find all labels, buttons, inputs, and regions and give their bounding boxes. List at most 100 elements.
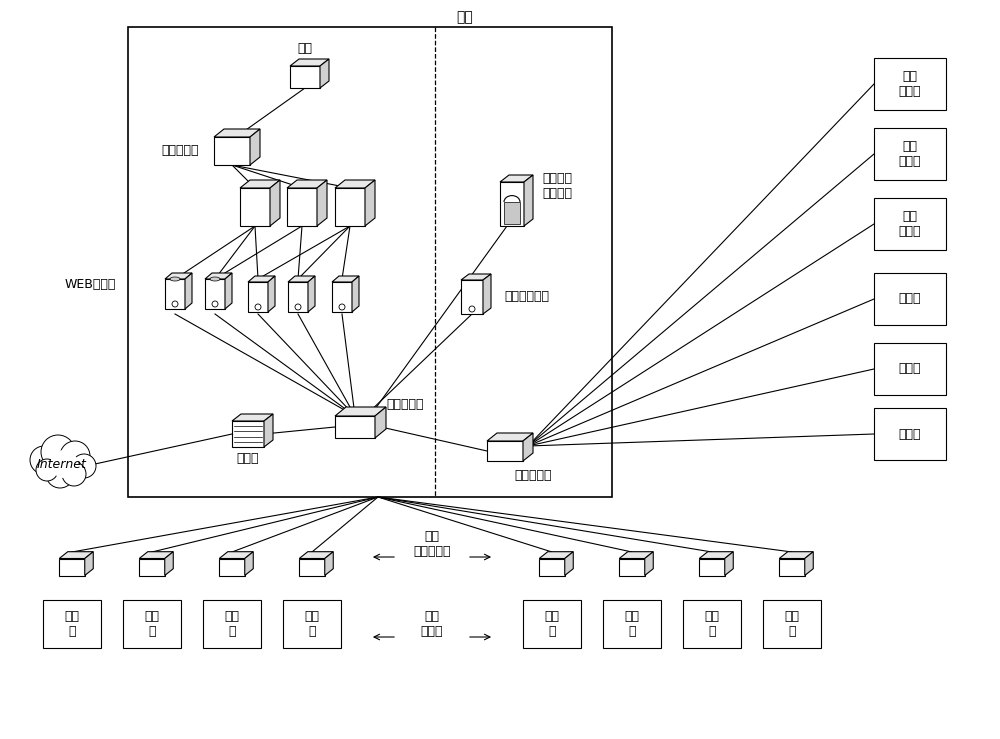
Text: 评标
室: 评标 室 <box>704 610 720 638</box>
Polygon shape <box>619 559 645 576</box>
Ellipse shape <box>210 277 220 281</box>
FancyBboxPatch shape <box>763 600 821 648</box>
Polygon shape <box>287 188 317 226</box>
Text: 数据库服务器: 数据库服务器 <box>505 290 550 304</box>
Text: 评标
室: 评标 室 <box>304 610 320 638</box>
Polygon shape <box>290 66 320 88</box>
Circle shape <box>60 441 90 471</box>
Polygon shape <box>250 129 260 165</box>
Polygon shape <box>290 59 329 66</box>
Polygon shape <box>352 276 359 312</box>
Text: 远程
评标室: 远程 评标室 <box>899 210 921 238</box>
Polygon shape <box>725 552 733 576</box>
Text: 储存交换机: 储存交换机 <box>161 145 199 157</box>
Circle shape <box>36 459 58 481</box>
Text: 核心交换机: 核心交换机 <box>386 398 424 412</box>
Polygon shape <box>270 180 280 226</box>
Circle shape <box>41 435 75 469</box>
Circle shape <box>30 446 58 474</box>
Text: 评标
室: 评标 室 <box>224 610 239 638</box>
Polygon shape <box>214 129 260 137</box>
Polygon shape <box>288 276 315 282</box>
FancyBboxPatch shape <box>43 600 101 648</box>
Polygon shape <box>232 414 273 421</box>
FancyBboxPatch shape <box>603 600 661 648</box>
Polygon shape <box>619 552 653 559</box>
Polygon shape <box>565 552 573 576</box>
Polygon shape <box>299 559 325 576</box>
Circle shape <box>339 304 345 310</box>
Polygon shape <box>232 421 264 447</box>
Polygon shape <box>779 552 813 559</box>
Polygon shape <box>699 552 733 559</box>
Polygon shape <box>268 276 275 312</box>
Circle shape <box>172 301 178 307</box>
Circle shape <box>295 304 301 310</box>
Text: WEB服务器: WEB服务器 <box>64 278 116 290</box>
Polygon shape <box>308 276 315 312</box>
FancyBboxPatch shape <box>504 202 520 224</box>
Circle shape <box>255 304 261 310</box>
Polygon shape <box>245 552 253 576</box>
Polygon shape <box>288 282 308 312</box>
FancyBboxPatch shape <box>523 600 581 648</box>
Text: 储存: 储存 <box>298 43 312 55</box>
Polygon shape <box>523 433 533 461</box>
FancyBboxPatch shape <box>874 198 946 250</box>
Polygon shape <box>165 273 192 279</box>
Polygon shape <box>335 407 386 416</box>
Text: Internet: Internet <box>37 457 87 471</box>
Polygon shape <box>805 552 813 576</box>
Polygon shape <box>365 180 375 226</box>
Polygon shape <box>487 433 533 441</box>
FancyBboxPatch shape <box>683 600 741 648</box>
Polygon shape <box>461 280 483 314</box>
Circle shape <box>469 306 475 312</box>
Polygon shape <box>524 175 533 226</box>
Polygon shape <box>539 559 565 576</box>
Polygon shape <box>317 180 327 226</box>
Text: 地市
接入交换机: 地市 接入交换机 <box>413 530 451 558</box>
Polygon shape <box>645 552 653 576</box>
Polygon shape <box>59 559 85 576</box>
Polygon shape <box>375 407 386 438</box>
Polygon shape <box>264 414 273 447</box>
Text: 主场
评标室: 主场 评标室 <box>899 70 921 98</box>
Polygon shape <box>461 274 491 280</box>
Text: 网络认证
安全网关: 网络认证 安全网关 <box>542 172 572 200</box>
Polygon shape <box>185 273 192 309</box>
Polygon shape <box>332 282 352 312</box>
Text: 机房: 机房 <box>457 10 473 24</box>
Circle shape <box>50 450 78 478</box>
Polygon shape <box>165 279 185 309</box>
Polygon shape <box>779 559 805 576</box>
Polygon shape <box>335 416 375 438</box>
Circle shape <box>46 460 74 488</box>
Polygon shape <box>320 59 329 88</box>
Text: 评标
室: 评标 室 <box>784 610 800 638</box>
Text: 接入交换机: 接入交换机 <box>514 469 552 482</box>
FancyBboxPatch shape <box>874 128 946 180</box>
Polygon shape <box>335 180 375 188</box>
Text: 开标室: 开标室 <box>899 363 921 375</box>
Polygon shape <box>500 182 524 226</box>
FancyBboxPatch shape <box>874 343 946 395</box>
FancyBboxPatch shape <box>874 273 946 325</box>
FancyBboxPatch shape <box>874 408 946 460</box>
Polygon shape <box>205 273 232 279</box>
Text: 主场
评标室: 主场 评标室 <box>899 140 921 168</box>
Polygon shape <box>335 188 365 226</box>
Polygon shape <box>539 552 573 559</box>
Ellipse shape <box>170 277 180 281</box>
FancyBboxPatch shape <box>123 600 181 648</box>
Polygon shape <box>299 552 333 559</box>
Polygon shape <box>219 552 253 559</box>
Circle shape <box>212 301 218 307</box>
FancyBboxPatch shape <box>128 27 612 497</box>
Text: 防火墙: 防火墙 <box>237 452 259 465</box>
FancyBboxPatch shape <box>203 600 261 648</box>
Polygon shape <box>487 441 523 461</box>
Polygon shape <box>240 180 280 188</box>
Text: 地市
评标室: 地市 评标室 <box>421 610 443 638</box>
Circle shape <box>72 454 96 478</box>
